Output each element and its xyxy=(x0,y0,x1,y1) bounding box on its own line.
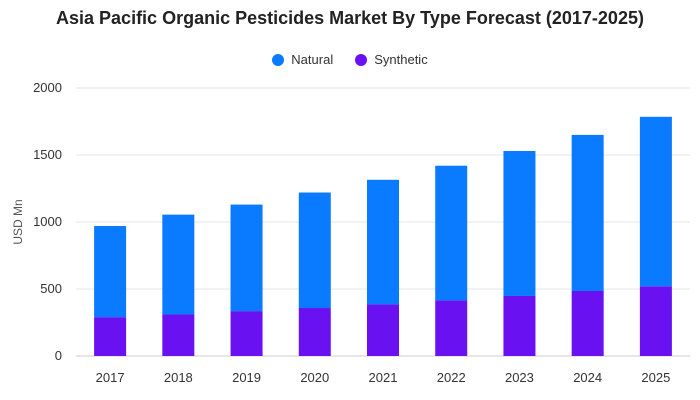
legend-label-natural: Natural xyxy=(291,52,334,67)
x-tick-label: 2019 xyxy=(232,370,261,385)
bar-synthetic-2024[interactable] xyxy=(571,291,604,356)
x-tick-label: 2024 xyxy=(573,370,602,385)
legend: Natural Synthetic xyxy=(0,52,700,67)
x-tick-label: 2020 xyxy=(300,370,329,385)
y-tick-label: 1000 xyxy=(33,214,62,229)
bar-natural-2017[interactable] xyxy=(94,226,127,318)
bar-synthetic-2023[interactable] xyxy=(503,295,536,356)
bar-natural-2023[interactable] xyxy=(503,150,536,296)
bar-synthetic-2017[interactable] xyxy=(94,317,127,356)
x-tick-label: 2021 xyxy=(369,370,398,385)
legend-item-natural[interactable]: Natural xyxy=(272,52,333,67)
bar-natural-2025[interactable] xyxy=(639,116,672,287)
y-tick-label: 1500 xyxy=(33,147,62,162)
legend-swatch-natural xyxy=(272,53,285,66)
bar-natural-2021[interactable] xyxy=(367,179,399,305)
y-tick-label: 2000 xyxy=(33,80,62,95)
x-tick-label: 2018 xyxy=(164,370,193,385)
legend-label-synthetic: Synthetic xyxy=(374,52,428,67)
y-tick-label: 0 xyxy=(55,348,62,363)
bar-natural-2024[interactable] xyxy=(571,134,604,292)
x-tick-label: 2017 xyxy=(96,370,125,385)
y-axis-title: USD Mn xyxy=(11,199,25,244)
bar-synthetic-2025[interactable] xyxy=(639,286,672,356)
legend-swatch-synthetic xyxy=(355,53,368,66)
bar-natural-2019[interactable] xyxy=(230,204,263,312)
x-tick-label: 2023 xyxy=(505,370,534,385)
bar-natural-2018[interactable] xyxy=(162,214,195,315)
x-tick-label: 2022 xyxy=(437,370,466,385)
y-tick-label: 500 xyxy=(40,281,62,296)
bar-synthetic-2022[interactable] xyxy=(435,300,468,356)
bar-synthetic-2021[interactable] xyxy=(367,304,399,356)
x-tick-label: 2025 xyxy=(641,370,670,385)
bar-natural-2022[interactable] xyxy=(435,165,468,301)
bar-synthetic-2019[interactable] xyxy=(230,311,263,356)
chart-title: Asia Pacific Organic Pesticides Market B… xyxy=(56,8,644,28)
bar-natural-2020[interactable] xyxy=(298,192,331,309)
bar-synthetic-2020[interactable] xyxy=(298,308,331,356)
bar-synthetic-2018[interactable] xyxy=(162,314,195,356)
legend-item-synthetic[interactable]: Synthetic xyxy=(355,52,428,67)
